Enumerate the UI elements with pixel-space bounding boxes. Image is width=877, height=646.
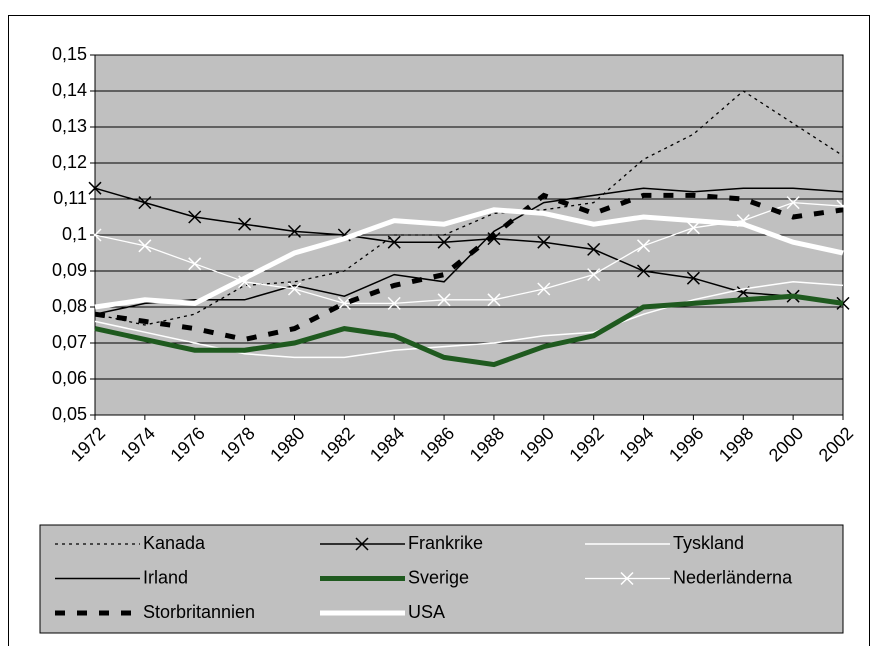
y-tick-label: 0,08 [52, 296, 87, 316]
grid [90, 54, 844, 420]
marker [637, 264, 651, 278]
legend-label: Tyskland [673, 533, 744, 553]
marker [637, 239, 651, 253]
marker [337, 296, 351, 310]
legend-marker [355, 537, 369, 551]
series-group [88, 90, 850, 368]
legend-label: Nederländerna [673, 567, 793, 587]
marker [138, 196, 152, 210]
y-tick-label: 0,06 [52, 368, 87, 388]
y-tick-label: 0,15 [52, 44, 87, 64]
series-line [94, 207, 844, 310]
legend-label: Storbritannien [143, 602, 255, 622]
marker [188, 210, 202, 224]
marker [88, 181, 102, 195]
marker [287, 282, 301, 296]
marker [487, 293, 501, 307]
y-tick-label: 0,09 [52, 260, 87, 280]
marker [587, 268, 601, 282]
y-tick-label: 0,05 [52, 404, 87, 424]
marker [387, 235, 401, 249]
marker [138, 239, 152, 253]
marker [437, 293, 451, 307]
marker [437, 235, 451, 249]
marker [686, 221, 700, 235]
y-tick-label: 0,1 [62, 224, 87, 244]
marker [686, 271, 700, 285]
marker [537, 235, 551, 249]
legend-marker [620, 571, 634, 586]
marker [287, 224, 301, 238]
marker [537, 282, 551, 296]
series-line [94, 187, 844, 315]
marker [587, 242, 601, 256]
series-line [94, 90, 844, 326]
legend-label: Irland [143, 567, 188, 587]
y-tick-label: 0,07 [52, 332, 87, 352]
series-line [94, 293, 844, 368]
marker [88, 228, 102, 242]
y-tick-label: 0,14 [52, 80, 87, 100]
legend-box [39, 524, 844, 634]
legend-label: Kanada [143, 533, 206, 553]
legend-label: Sverige [408, 567, 469, 587]
y-tick-label: 0,12 [52, 152, 87, 172]
legend-label: Frankrike [408, 533, 483, 553]
marker [188, 257, 202, 271]
legend-label: USA [408, 602, 445, 622]
marker [387, 296, 401, 310]
y-tick-label: 0,11 [53, 188, 87, 208]
marker [238, 217, 252, 231]
marker [786, 196, 800, 210]
series-line [94, 187, 844, 305]
y-tick-label: 0,13 [52, 116, 87, 136]
